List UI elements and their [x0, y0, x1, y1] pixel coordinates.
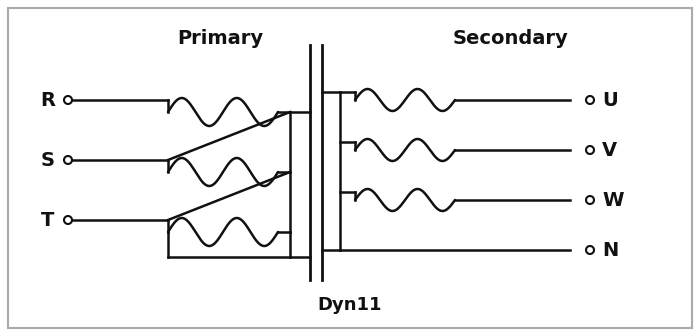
- Text: Dyn11: Dyn11: [318, 296, 382, 314]
- Text: W: W: [602, 191, 624, 210]
- Text: T: T: [41, 210, 55, 229]
- Text: U: U: [602, 90, 617, 110]
- Text: Secondary: Secondary: [452, 29, 568, 47]
- FancyBboxPatch shape: [8, 8, 692, 328]
- Text: N: N: [602, 241, 618, 259]
- Text: S: S: [41, 151, 55, 169]
- Text: V: V: [602, 140, 617, 160]
- Text: R: R: [41, 90, 55, 110]
- Text: Primary: Primary: [177, 29, 263, 47]
